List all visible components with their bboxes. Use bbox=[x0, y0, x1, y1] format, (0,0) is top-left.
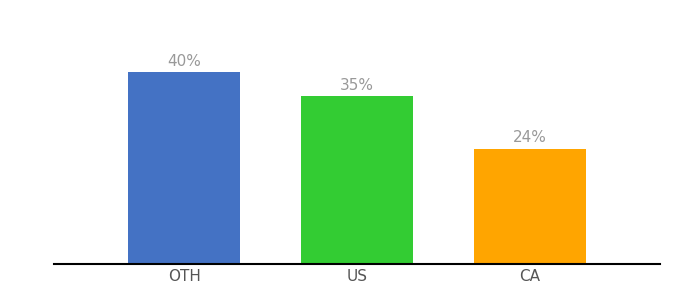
Text: 35%: 35% bbox=[340, 78, 374, 93]
Text: 40%: 40% bbox=[167, 54, 201, 69]
Bar bbox=[301, 96, 413, 264]
Bar bbox=[474, 149, 586, 264]
Bar bbox=[128, 72, 240, 264]
Text: 24%: 24% bbox=[513, 130, 547, 146]
